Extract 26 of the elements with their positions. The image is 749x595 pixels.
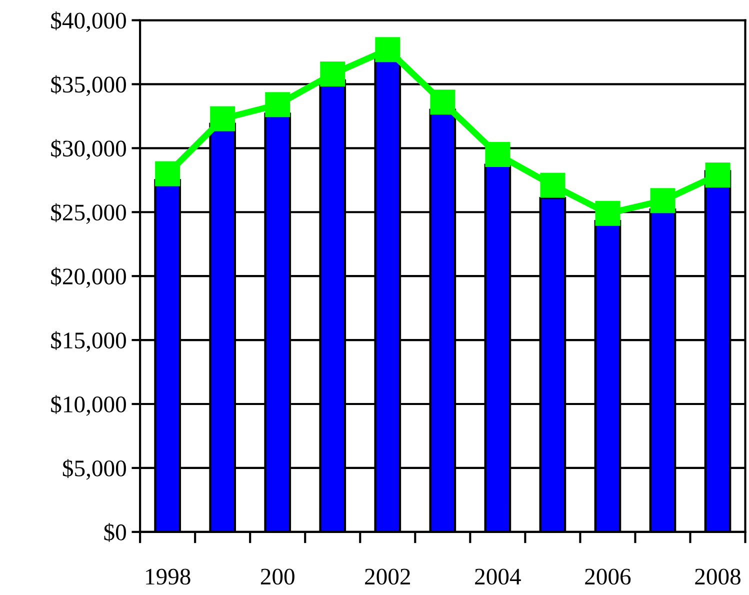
x-tick-label: 2006 (585, 568, 631, 585)
y-tick-label: $10,000 (51, 395, 126, 416)
x-tick-label: 2002 (365, 568, 410, 585)
y-tick-label: $25,000 (51, 203, 126, 224)
point (595, 200, 620, 226)
point (540, 172, 566, 198)
y-tick-label: $5,000 (62, 459, 126, 480)
y-tick-label: $20,000 (51, 267, 126, 288)
point (320, 61, 346, 86)
point (265, 92, 290, 118)
y-tick-label: $35,000 (51, 75, 126, 96)
point (210, 106, 236, 132)
point (705, 162, 730, 188)
point (430, 90, 456, 115)
y-tick-label: $15,000 (51, 331, 126, 352)
y-tick-label: $0 (104, 523, 126, 542)
y-tick-label: $30,000 (51, 139, 126, 160)
x-tick-label: 2008 (695, 568, 740, 585)
point (650, 188, 676, 214)
point (375, 37, 400, 62)
x-tick-label: 200 (260, 568, 294, 585)
x-tick-label: 2004 (475, 568, 521, 585)
point (485, 142, 510, 168)
y-tick-label: $40,000 (51, 11, 126, 32)
x-tick-label: 1998 (146, 568, 190, 585)
point (155, 161, 180, 186)
